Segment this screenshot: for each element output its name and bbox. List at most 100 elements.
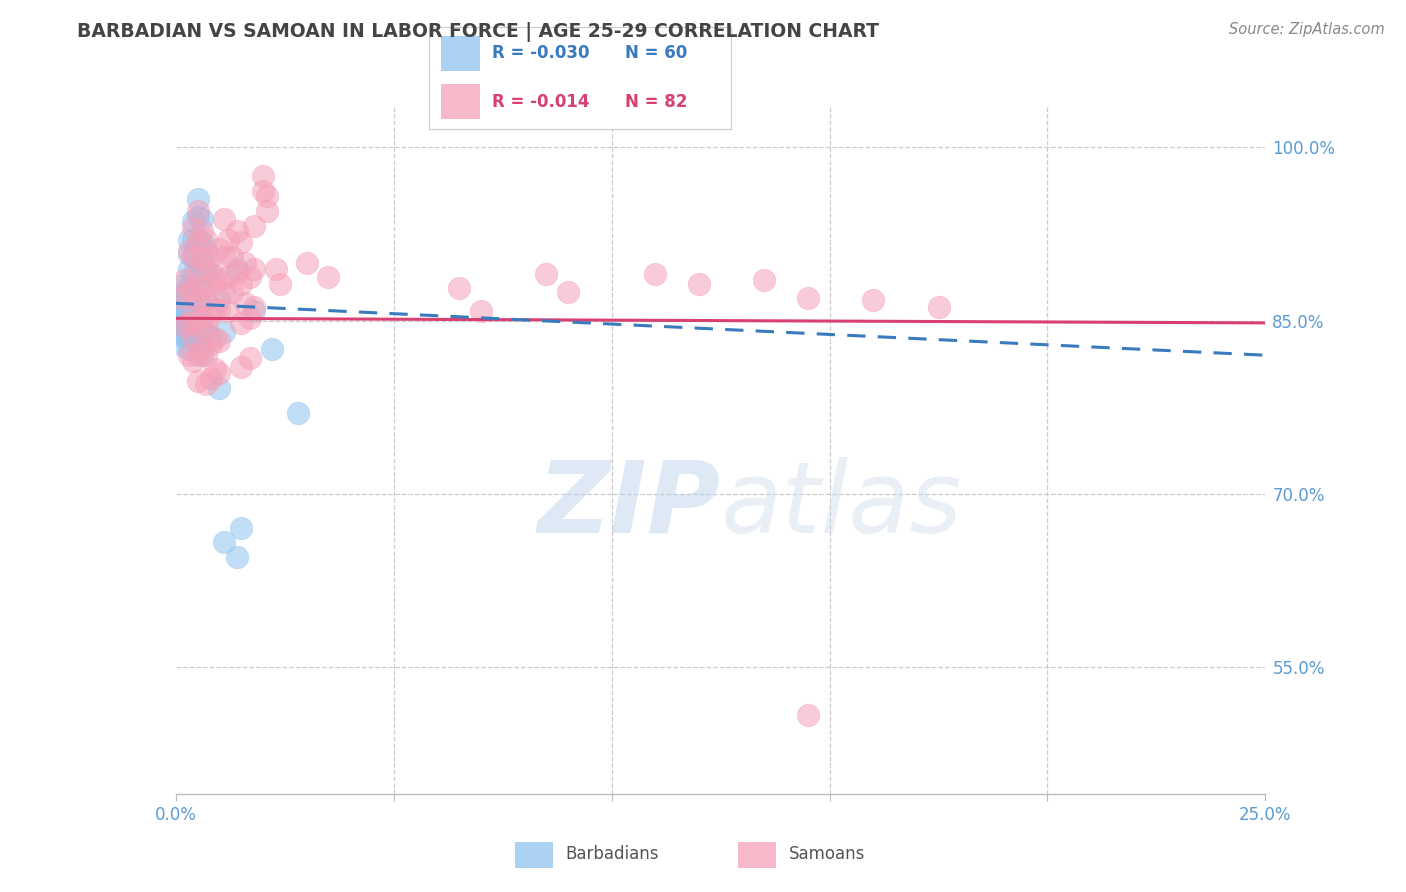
Point — [217, 233, 239, 247]
Point — [204, 301, 226, 316]
Point — [231, 235, 253, 249]
Point — [212, 285, 235, 299]
Point — [186, 210, 209, 224]
Point — [169, 291, 191, 305]
Point — [225, 261, 247, 276]
Point — [557, 285, 579, 299]
Point — [231, 521, 253, 535]
Point — [264, 261, 287, 276]
Point — [217, 304, 239, 318]
Point — [181, 319, 204, 334]
Point — [796, 291, 818, 305]
Point — [186, 300, 209, 314]
Point — [186, 193, 209, 207]
Text: N = 82: N = 82 — [626, 93, 688, 111]
Point — [177, 348, 200, 362]
Point — [221, 285, 243, 299]
Point — [195, 293, 218, 307]
Point — [243, 304, 266, 318]
Point — [195, 261, 218, 276]
Point — [235, 296, 257, 310]
Point — [177, 244, 200, 259]
Text: R = -0.014: R = -0.014 — [492, 93, 589, 111]
Text: BARBADIAN VS SAMOAN IN LABOR FORCE | AGE 25-29 CORRELATION CHART: BARBADIAN VS SAMOAN IN LABOR FORCE | AGE… — [77, 22, 879, 42]
Point — [181, 214, 204, 228]
Point — [260, 343, 283, 357]
Point — [212, 325, 235, 339]
Point — [243, 300, 266, 314]
Point — [186, 256, 209, 270]
Point — [204, 362, 226, 376]
Point — [186, 265, 209, 279]
Point — [186, 374, 209, 388]
Point — [200, 250, 222, 264]
Point — [796, 708, 818, 723]
Point — [191, 325, 214, 339]
Point — [754, 273, 776, 287]
Point — [688, 277, 710, 291]
Point — [252, 169, 274, 184]
Point — [195, 348, 218, 362]
Point — [173, 319, 195, 334]
Text: Source: ZipAtlas.com: Source: ZipAtlas.com — [1229, 22, 1385, 37]
Point — [186, 293, 209, 307]
FancyBboxPatch shape — [441, 36, 481, 70]
Point — [191, 223, 214, 237]
Point — [173, 339, 195, 353]
Point — [191, 348, 214, 362]
Point — [173, 304, 195, 318]
Point — [177, 331, 200, 345]
Point — [200, 279, 222, 293]
Point — [217, 269, 239, 284]
Point — [208, 366, 231, 380]
Point — [177, 233, 200, 247]
Point — [212, 535, 235, 549]
Point — [195, 233, 218, 247]
Point — [231, 316, 253, 330]
Point — [200, 371, 222, 385]
Point — [173, 285, 195, 299]
Point — [177, 279, 200, 293]
Point — [186, 235, 209, 249]
Point — [173, 313, 195, 327]
Point — [208, 301, 231, 316]
Point — [239, 311, 262, 326]
Point — [295, 256, 318, 270]
Point — [186, 233, 209, 247]
Point — [239, 351, 262, 365]
Point — [243, 219, 266, 233]
Point — [191, 256, 214, 270]
Point — [195, 377, 218, 392]
Text: R = -0.030: R = -0.030 — [492, 45, 589, 62]
Point — [177, 246, 200, 260]
Point — [225, 550, 247, 565]
Point — [269, 277, 291, 291]
Point — [186, 316, 209, 330]
Point — [181, 233, 204, 247]
Point — [200, 331, 222, 345]
Point — [177, 291, 200, 305]
Point — [287, 406, 309, 420]
Point — [534, 268, 557, 282]
Point — [169, 279, 191, 293]
Point — [191, 212, 214, 227]
Point — [169, 301, 191, 316]
Point — [256, 189, 278, 203]
Point — [181, 268, 204, 282]
Point — [239, 269, 262, 284]
Point — [256, 203, 278, 218]
Point — [177, 285, 200, 299]
Point — [204, 331, 226, 345]
Point — [169, 325, 191, 339]
Text: Barbadians: Barbadians — [565, 845, 659, 863]
Point — [225, 223, 247, 237]
Point — [928, 300, 950, 314]
Point — [186, 277, 209, 291]
Point — [191, 311, 214, 326]
Point — [186, 348, 209, 362]
Point — [169, 291, 191, 305]
Point — [470, 304, 492, 318]
Point — [200, 336, 222, 351]
Point — [186, 336, 209, 351]
Point — [181, 331, 204, 345]
